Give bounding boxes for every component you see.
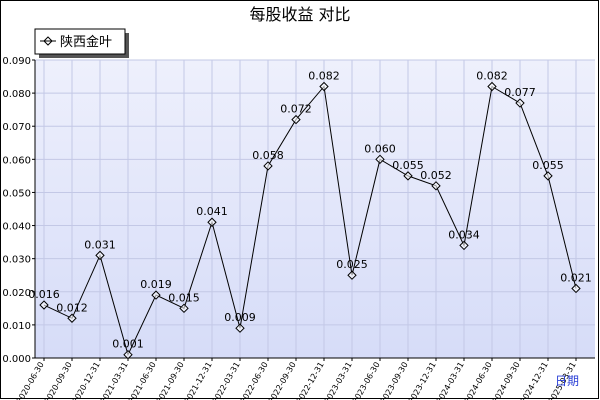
data-point-marker (319, 81, 329, 92)
data-point-marker (431, 181, 441, 191)
y-tick-label: 0.010 (2, 321, 31, 332)
data-label: 0.034 (448, 228, 480, 241)
data-label: 0.077 (504, 86, 536, 99)
legend-marker-icon (43, 36, 53, 46)
data-label: 0.060 (364, 142, 396, 155)
y-tick-label: 0.060 (2, 155, 31, 166)
data-point-marker (39, 300, 49, 310)
y-tick-label: 0.080 (2, 89, 31, 100)
data-point-marker (151, 290, 161, 300)
y-tick-label: 0.020 (2, 288, 31, 299)
data-point-marker (179, 303, 189, 314)
data-point-marker (235, 323, 245, 333)
y-tick-label: 0.090 (2, 56, 31, 67)
data-label: 0.058 (252, 149, 284, 162)
data-point-marker (207, 217, 217, 227)
data-label: 0.052 (420, 169, 452, 182)
data-point-marker (459, 240, 469, 251)
series-group (39, 81, 581, 360)
data-point-marker (67, 313, 77, 323)
data-label: 0.012 (56, 301, 88, 314)
x-axis-label: 日期 (555, 374, 579, 388)
data-label: 0.015 (168, 291, 200, 304)
data-point-marker (515, 98, 525, 108)
data-point-marker (347, 270, 357, 280)
y-tick-label: 0.030 (2, 255, 31, 266)
y-tick-label: 0.050 (2, 188, 31, 199)
data-point-marker (263, 161, 273, 171)
data-label: 0.019 (140, 278, 172, 291)
chart-title: 每股收益 对比 (249, 5, 350, 24)
data-label: 0.009 (224, 311, 256, 324)
data-label: 0.055 (392, 159, 424, 172)
data-point-marker (571, 283, 581, 294)
legend-label: 陕西金叶 (60, 34, 112, 50)
data-label: 0.082 (308, 69, 340, 82)
y-tick-label: 0.040 (2, 222, 31, 233)
data-point-marker (375, 154, 385, 165)
data-point-marker (291, 114, 301, 125)
data-label: 0.001 (112, 338, 144, 351)
grid-lines (35, 59, 595, 358)
data-point-marker (543, 171, 553, 181)
plot-area (35, 60, 595, 358)
data-label: 0.072 (280, 103, 312, 116)
legend: 陕西金叶 (34, 28, 129, 58)
data-label: 0.041 (196, 205, 228, 218)
y-tick-label: 0.000 (2, 354, 31, 365)
data-point-marker (487, 81, 497, 92)
data-label: 0.055 (532, 159, 564, 172)
y-tick-labels: 0.000 0.010 0.020 0.030 0.040 0.050 0.060 0.070… (2, 56, 35, 365)
data-point-marker (123, 349, 133, 360)
series-line (43, 85, 577, 357)
data-label: 0.016 (28, 288, 60, 301)
data-label: 0.025 (336, 258, 368, 271)
data-label: 0.021 (560, 271, 592, 284)
data-point-marker (95, 250, 105, 261)
data-point-marker (403, 171, 413, 181)
data-label: 0.082 (476, 69, 508, 82)
y-tick-label: 0.070 (2, 122, 31, 133)
data-label: 0.031 (84, 238, 116, 251)
